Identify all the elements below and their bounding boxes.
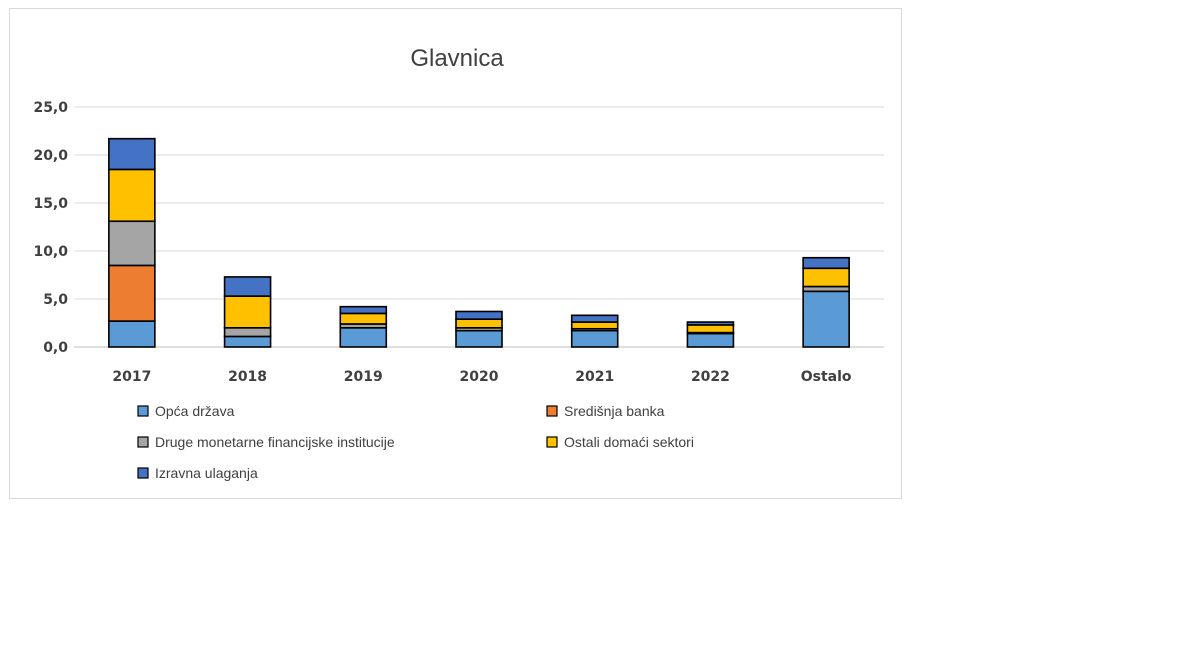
- bar-segment: [108, 320, 156, 348]
- bar-segment: [339, 305, 388, 315]
- x-axis-ticks: 2017 2018 2019 2020 2021 2022 Ostalo: [112, 369, 852, 385]
- bars: [108, 137, 850, 348]
- bar-segment: [108, 220, 156, 267]
- legend-swatch: [137, 436, 149, 448]
- legend-label: Središnja banka: [564, 403, 665, 419]
- x-tick-label: Ostalo: [801, 369, 852, 385]
- bar-segment: [686, 332, 735, 348]
- bar-segment: [802, 290, 850, 348]
- bar-segment: [570, 329, 619, 348]
- bar-segment: [108, 137, 156, 171]
- x-tick-label: 2022: [691, 369, 730, 385]
- y-tick-label: 10,0: [33, 244, 68, 260]
- bar-segment: [339, 312, 388, 325]
- y-tick-label: 5,0: [43, 292, 68, 308]
- bar-segment: [455, 318, 503, 329]
- bar-segment: [686, 324, 735, 334]
- x-tick-label: 2018: [228, 369, 267, 385]
- bar-segment: [570, 321, 619, 330]
- bar-segment: [223, 276, 272, 297]
- y-tick-label: 15,0: [33, 196, 68, 212]
- legend-swatch: [137, 467, 149, 479]
- bar-segment: [802, 256, 850, 270]
- y-axis-ticks: 0,0 5,0 10,0 15,0 20,0 25,0: [33, 100, 68, 356]
- y-tick-label: 0,0: [43, 340, 68, 356]
- legend-swatch: [137, 405, 149, 417]
- bar-segment: [223, 335, 272, 348]
- legend-label: Ostali domaći sektori: [564, 434, 694, 450]
- bar-segment: [108, 264, 156, 322]
- bar-segment: [223, 326, 272, 338]
- chart-frame: Glavnica 0,0 5,0 10,0 15,0 20,0 25,0 2017 2018…: [9, 8, 902, 499]
- chart-title: Glavnica: [410, 45, 504, 72]
- legend-label: Izravna ulaganja: [155, 465, 258, 481]
- x-tick-label: 2019: [344, 369, 383, 385]
- y-tick-label: 20,0: [33, 148, 68, 164]
- bar-segment: [455, 329, 503, 348]
- bar-segment: [108, 168, 156, 223]
- stacked-bar-chart: Glavnica 0,0 5,0 10,0 15,0 20,0 25,0 2017 2018…: [33, 45, 884, 481]
- legend: Opća država Središnja banka Druge monetarn…: [137, 403, 694, 481]
- legend-swatch: [546, 436, 558, 448]
- gridlines: [74, 106, 884, 348]
- legend-label: Opća država: [155, 403, 235, 419]
- y-tick-label: 25,0: [33, 100, 68, 116]
- legend-label: Druge monetarne financijske institucije: [155, 434, 395, 450]
- bar-segment: [802, 267, 850, 288]
- x-tick-label: 2017: [112, 369, 151, 385]
- bar-segment: [223, 295, 272, 329]
- x-tick-label: 2020: [460, 369, 499, 385]
- bar-segment: [455, 310, 503, 320]
- bar-segment: [570, 314, 619, 323]
- bar-segment: [686, 321, 735, 326]
- x-tick-label: 2021: [575, 369, 614, 385]
- legend-swatch: [546, 405, 558, 417]
- bar-segment: [339, 326, 388, 348]
